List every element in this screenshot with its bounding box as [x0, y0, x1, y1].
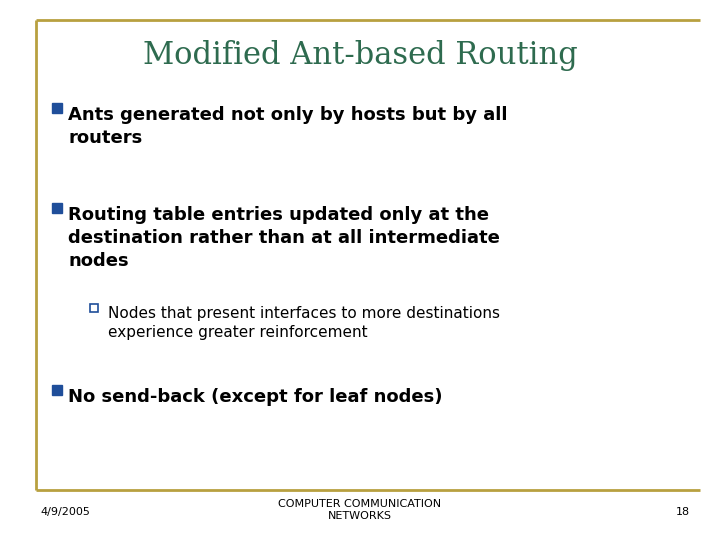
Bar: [52, 385, 62, 395]
Text: No send-back (except for leaf nodes): No send-back (except for leaf nodes): [68, 388, 443, 406]
Bar: [52, 103, 62, 113]
Text: Routing table entries updated only at the
destination rather than at all interme: Routing table entries updated only at th…: [68, 206, 500, 270]
Text: Nodes that present interfaces to more destinations
experience greater reinforcem: Nodes that present interfaces to more de…: [108, 306, 500, 340]
Bar: [90, 304, 98, 312]
Text: COMPUTER COMMUNICATION
NETWORKS: COMPUTER COMMUNICATION NETWORKS: [279, 499, 441, 521]
Text: 4/9/2005: 4/9/2005: [40, 507, 90, 517]
Text: Modified Ant-based Routing: Modified Ant-based Routing: [143, 40, 577, 71]
Text: Ants generated not only by hosts but by all
routers: Ants generated not only by hosts but by …: [68, 106, 508, 147]
Text: 18: 18: [676, 507, 690, 517]
Bar: [52, 203, 62, 213]
